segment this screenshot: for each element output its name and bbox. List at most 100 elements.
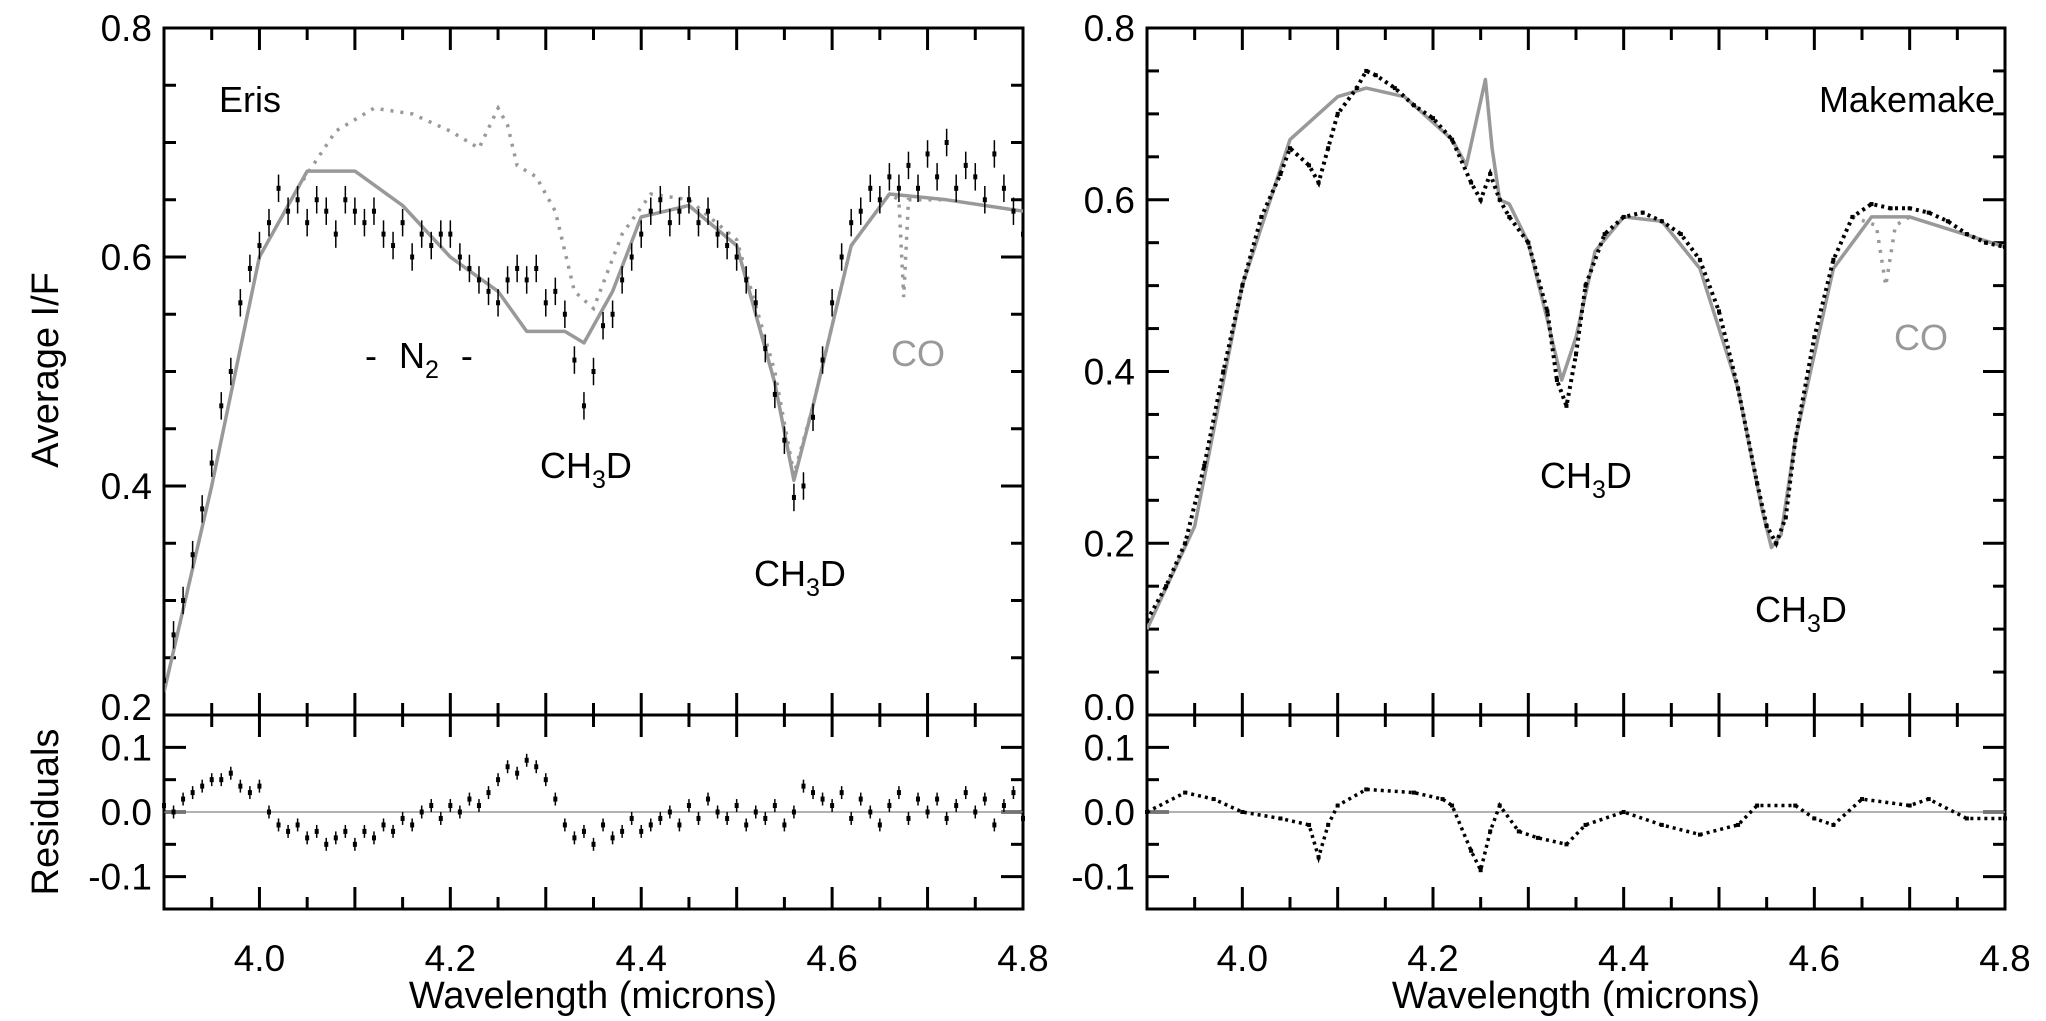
data-point [581, 403, 586, 409]
data-point [419, 231, 424, 237]
data-point [1011, 208, 1016, 214]
data-point [1278, 171, 1283, 176]
data-point [753, 300, 758, 306]
residual-point [486, 790, 491, 796]
residual-point [209, 777, 214, 783]
data-point [1907, 206, 1912, 211]
data-point [973, 174, 978, 180]
data-point [686, 197, 691, 203]
data-point [1488, 171, 1493, 176]
residual-point [935, 796, 940, 802]
data-point [1640, 210, 1645, 215]
data-point [572, 357, 577, 363]
data-point [715, 231, 720, 237]
residual-point [1211, 797, 1216, 802]
data-point [1755, 481, 1760, 486]
residual-point [725, 815, 730, 821]
residuals-axis-label: Residuals [25, 729, 67, 896]
data-point [1545, 309, 1550, 314]
residual-point [448, 803, 453, 809]
residual-point [171, 809, 176, 815]
data-point [667, 220, 672, 226]
data-point [448, 231, 453, 237]
model-line [164, 169, 1023, 693]
data-point [887, 174, 892, 180]
data-point [1564, 403, 1569, 408]
residual-point [1964, 816, 1969, 821]
residual-point [410, 822, 415, 828]
data-point [1697, 257, 1702, 262]
residual-point [1831, 822, 1836, 827]
data-point [1774, 541, 1779, 546]
data-point [553, 288, 558, 294]
ch3d-label-makemake-1: CH3D [1540, 455, 1632, 504]
data-point [1783, 515, 1788, 520]
residual-point [1926, 797, 1931, 802]
residual-point [1440, 797, 1445, 802]
data-point [1583, 283, 1588, 288]
residual-point [324, 841, 329, 847]
residual-point [610, 835, 615, 841]
data-dotted-series [1147, 68, 2005, 622]
residual-point [429, 803, 434, 809]
residual-point [553, 796, 558, 802]
residual-point [877, 822, 882, 828]
residual-point [1011, 790, 1016, 796]
residual-point [744, 822, 749, 828]
data-point [400, 220, 405, 226]
residual-point [601, 822, 606, 828]
data-point [1450, 137, 1455, 142]
residual-point [858, 796, 863, 802]
residual-point [1316, 855, 1321, 860]
data-point [209, 460, 214, 466]
data-point [1507, 214, 1512, 219]
data-point [820, 357, 825, 363]
residual-point [820, 796, 825, 802]
y-tick-label: 0.4 [1084, 352, 1135, 393]
residual-point [190, 790, 195, 796]
x-axis-label-left: Wavelength (microns) [409, 975, 777, 1017]
data-point [1574, 352, 1578, 357]
residual-point [314, 828, 319, 834]
data-point [1497, 197, 1502, 202]
data-point [791, 494, 796, 500]
model-line [1147, 77, 2005, 630]
residual-y-tick-label: 0.0 [1084, 792, 1135, 833]
data-point [1431, 116, 1435, 121]
data-point [1793, 438, 1798, 443]
data-point [333, 231, 338, 237]
data-point [171, 632, 176, 638]
residual-point [295, 822, 300, 828]
residual-point [734, 803, 739, 809]
data-point [1373, 73, 1378, 78]
residual-point [1326, 822, 1331, 827]
data-point [1602, 232, 1607, 237]
ch3d-label-makemake-2: CH3D [1755, 589, 1847, 638]
data-point [295, 197, 300, 203]
residual-point [276, 822, 281, 828]
data-point [238, 300, 243, 306]
data-point [524, 277, 529, 283]
data-point [830, 300, 835, 306]
makemake-panel: 4.0 4.2 4.4 4.6 4.80.00.20.40.60.8-0.10.00.1 [1071, 8, 2030, 979]
residual-point [839, 790, 844, 796]
data-point [1316, 180, 1321, 185]
residual-point [1488, 829, 1493, 834]
data-point [591, 369, 596, 374]
residual-point [219, 777, 224, 783]
data-point [1926, 210, 1931, 215]
data-point [849, 220, 854, 226]
residual-point [572, 835, 577, 841]
data-point [1469, 180, 1474, 185]
data-point [1021, 231, 1023, 237]
data-point [629, 254, 634, 260]
data-point [362, 220, 367, 226]
data-point [954, 185, 959, 191]
data-point [496, 300, 501, 306]
residual-point [534, 764, 539, 770]
data-point [2003, 244, 2005, 249]
residual-point [257, 783, 262, 789]
residual-point [400, 815, 405, 821]
y-tick-label: 0.8 [1084, 8, 1135, 49]
data-point [1621, 214, 1626, 219]
